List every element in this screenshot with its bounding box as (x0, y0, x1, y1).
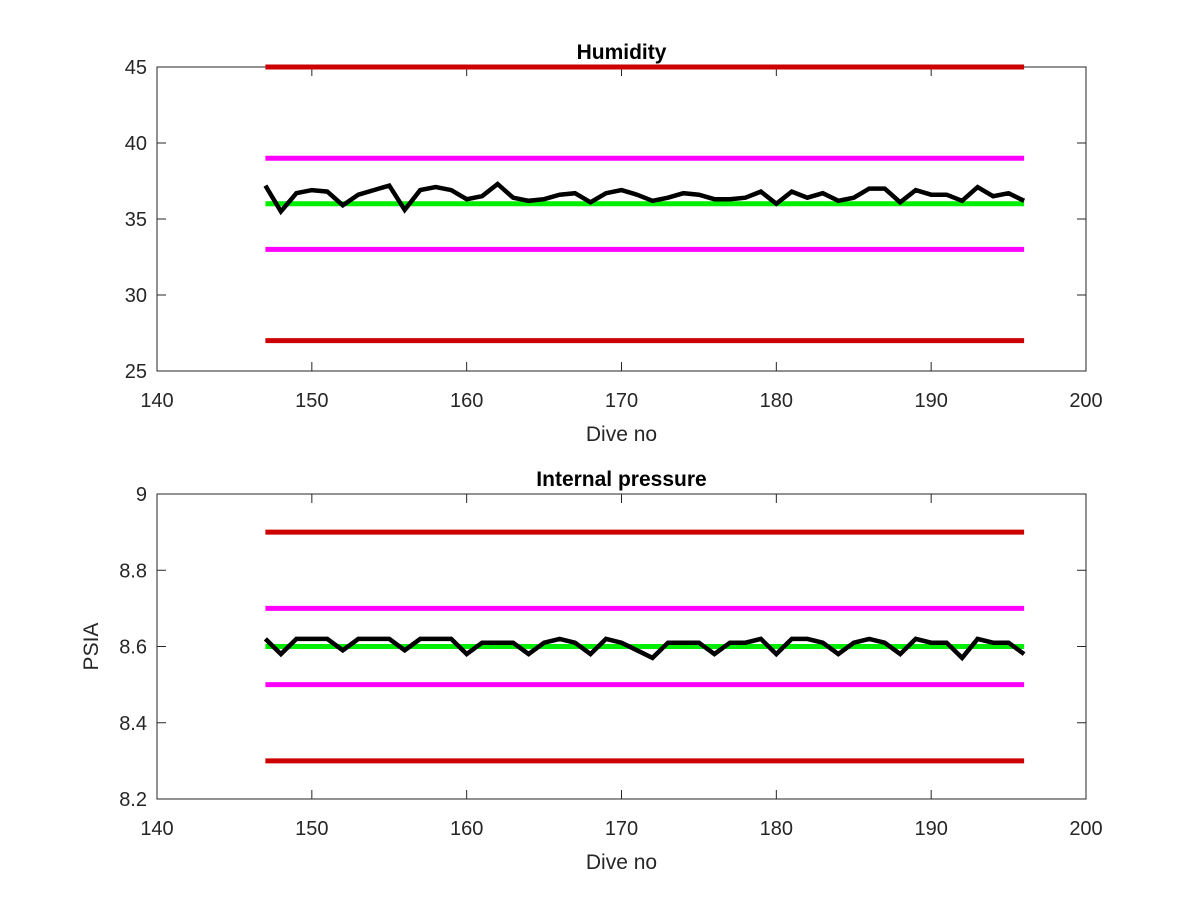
series-line-5 (263, 181, 1026, 216)
y-tick-label: 30 (125, 285, 147, 307)
y-tick-label: 8.2 (119, 789, 147, 811)
x-tick-label: 200 (1069, 390, 1102, 412)
humidity-chart: 140 150 160 170 180 190 200 25 30 35 40 45 Humidity D… (125, 41, 1103, 446)
x-tick-label: 180 (760, 390, 793, 412)
y-tick-label: 9 (136, 484, 147, 506)
x-tick-label: 140 (140, 390, 173, 412)
x-tick-label: 200 (1069, 818, 1102, 840)
x-tick-label: 190 (914, 390, 947, 412)
x-axis-label: Dive no (586, 851, 657, 874)
x-tick-label: 180 (760, 818, 793, 840)
x-tick-label: 190 (914, 818, 947, 840)
x-tick-label: 160 (450, 818, 483, 840)
y-tick-label: 8.8 (119, 560, 147, 582)
y-axis-label: PSIA (80, 623, 103, 671)
x-tick-label: 170 (605, 390, 638, 412)
x-tick-label: 150 (295, 390, 328, 412)
internal-pressure-chart: 140 150 160 170 180 190 200 8.2 8.4 8.6 8.8 9 Intern… (80, 468, 1103, 874)
y-tick-label: 35 (125, 209, 147, 231)
axes-box (156, 66, 1087, 372)
y-tick-label: 40 (125, 133, 147, 155)
series-line-5 (263, 636, 1026, 662)
x-tick-label: 170 (605, 818, 638, 840)
y-tick-label: 25 (125, 361, 147, 383)
x-tick-label: 150 (295, 818, 328, 840)
y-tick-label: 45 (125, 57, 147, 79)
chart-title: Humidity (577, 41, 667, 64)
x-tick-label: 160 (450, 390, 483, 412)
x-axis-label: Dive no (586, 423, 657, 446)
chart-title: Internal pressure (536, 468, 706, 491)
x-tick-label: 140 (140, 818, 173, 840)
y-tick-label: 8.4 (119, 713, 147, 735)
y-tick-label: 8.6 (119, 637, 147, 659)
